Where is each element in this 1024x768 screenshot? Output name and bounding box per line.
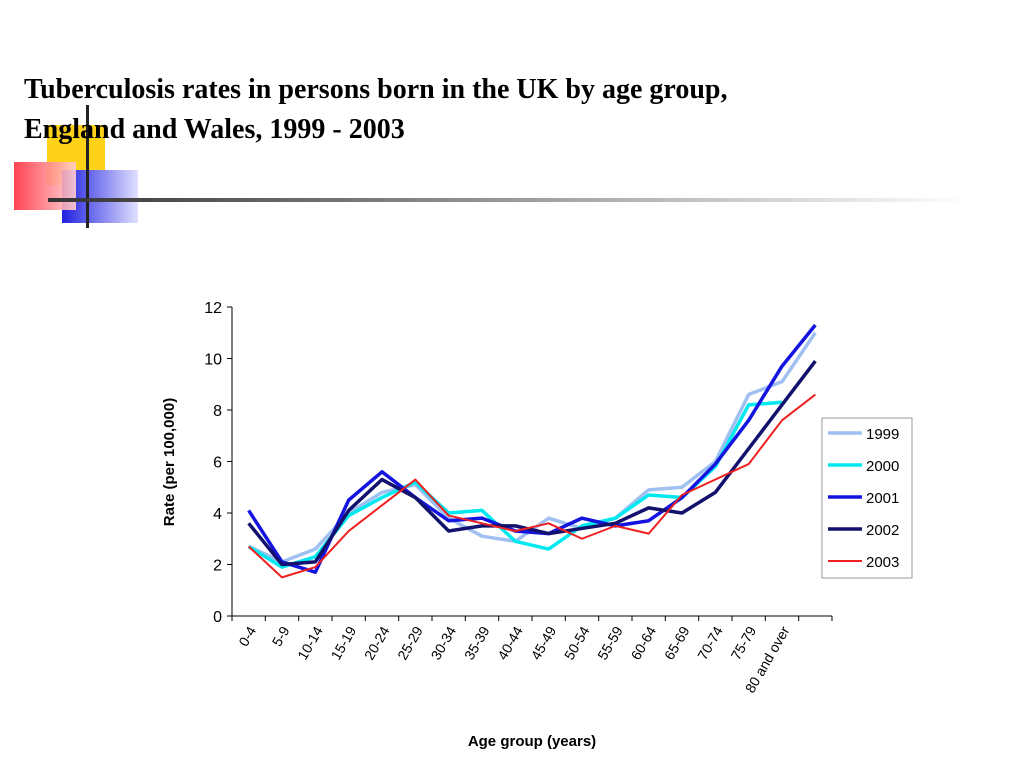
x-tick-label: 45-49 — [528, 623, 560, 662]
y-tick-label: 8 — [213, 403, 222, 420]
x-tick-label: 5-9 — [269, 623, 293, 649]
x-tick-label: 65-69 — [661, 623, 693, 662]
x-tick-label: 25-29 — [394, 623, 426, 662]
y-tick-label: 6 — [213, 455, 222, 472]
series-line — [247, 393, 816, 579]
legend-label: 2003 — [866, 554, 899, 571]
y-tick-label: 12 — [204, 300, 222, 317]
decor-line — [86, 105, 89, 228]
y-axis-label: Rate (per 100,000) — [161, 398, 178, 526]
y-tick-label: 2 — [213, 558, 222, 575]
x-tick-label: 40-44 — [494, 623, 526, 662]
x-tick-label: 30-34 — [428, 623, 460, 662]
x-tick-label: 15-19 — [328, 623, 360, 662]
y-tick-label: 0 — [213, 609, 222, 626]
x-axis-label: Age group (years) — [468, 733, 596, 750]
legend-label: 2000 — [866, 458, 899, 475]
x-tick-label: 60-64 — [628, 623, 660, 662]
x-tick-label: 75-79 — [728, 623, 760, 662]
series-line — [247, 360, 817, 567]
x-tick-label: 55-59 — [594, 623, 626, 662]
x-tick-label: 70-74 — [694, 623, 726, 662]
slide-title: Tuberculosis rates in persons born in th… — [24, 74, 728, 145]
series-line — [247, 323, 817, 574]
x-tick-label: 10-14 — [294, 623, 326, 662]
x-tick-label: 0-4 — [235, 623, 259, 649]
legend-label: 2001 — [866, 490, 899, 507]
legend-label: 1999 — [866, 426, 899, 443]
y-tick-label: 10 — [204, 352, 222, 369]
x-tick-label: 20-24 — [361, 623, 393, 662]
x-tick-label: 50-54 — [561, 623, 593, 662]
y-tick-label: 4 — [213, 506, 222, 523]
x-tick-label: 35-39 — [461, 623, 493, 662]
chart: 0 2 4 6 8 10 12 0-4 5-9 10-14 15-19 20-24 25-29 30-34… — [161, 300, 913, 750]
decor-line — [48, 198, 968, 202]
decor-square — [14, 162, 76, 210]
legend-label: 2002 — [866, 522, 899, 539]
